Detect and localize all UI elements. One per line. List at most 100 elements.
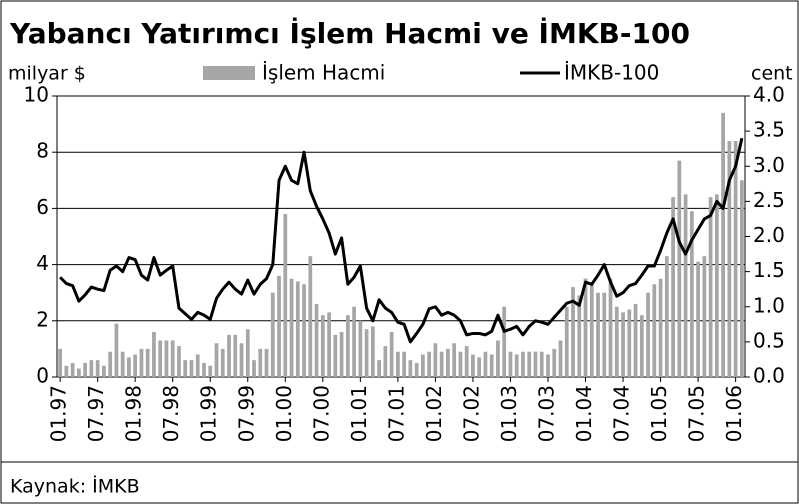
bar <box>308 256 313 377</box>
y-tick-label: 10 <box>24 83 49 107</box>
x-tick-label: 01.00 <box>272 385 296 442</box>
bar <box>646 292 650 377</box>
bar <box>352 306 356 377</box>
bar <box>183 360 188 377</box>
y2-axis-label: cent <box>751 63 793 85</box>
legend-label: İMKB-100 <box>564 61 659 85</box>
bar <box>608 278 613 377</box>
bar <box>314 303 319 377</box>
bar <box>220 348 225 377</box>
bar <box>596 292 600 377</box>
bar <box>521 351 525 377</box>
bar <box>70 362 75 377</box>
bar <box>433 343 438 377</box>
bar <box>683 194 688 377</box>
bar <box>533 351 538 377</box>
y2-tick-label: 2.0 <box>753 223 785 247</box>
bar <box>421 354 425 377</box>
bar <box>621 312 625 377</box>
x-tick-label: 07.00 <box>309 385 333 442</box>
bar <box>395 351 400 377</box>
bar <box>264 348 269 377</box>
x-tick-label: 01.99 <box>197 385 221 442</box>
bar <box>289 278 294 377</box>
bar <box>714 194 719 377</box>
y2-tick-label: 1.5 <box>753 258 785 282</box>
x-tick-label: 01.03 <box>497 385 521 442</box>
bar <box>502 306 507 377</box>
x-tick-label: 07.02 <box>459 385 483 442</box>
bar <box>496 340 500 377</box>
bar <box>477 357 482 377</box>
x-tick-label: 01.98 <box>122 385 146 442</box>
bar <box>89 360 94 377</box>
bar <box>227 334 231 377</box>
bar <box>195 354 200 377</box>
bar <box>427 351 432 377</box>
x-tick-label: 07.97 <box>84 385 108 442</box>
bar <box>127 357 131 377</box>
x-tick-label: 07.05 <box>685 385 709 442</box>
x-tick-label: 01.06 <box>722 385 746 442</box>
bar <box>671 197 675 377</box>
bar <box>564 306 569 377</box>
bar <box>164 340 169 377</box>
y2-tick-label: 4.0 <box>753 83 785 107</box>
x-tick-label: 01.97 <box>47 385 71 442</box>
bar <box>364 329 369 377</box>
bar <box>633 303 638 377</box>
bar <box>602 292 607 377</box>
bar <box>458 351 463 377</box>
bar <box>402 351 407 377</box>
bar <box>664 256 669 377</box>
bar <box>139 348 144 377</box>
bar <box>370 326 375 377</box>
y2-tick-label: 3.0 <box>753 153 785 177</box>
bar <box>452 343 457 377</box>
bar <box>571 287 575 377</box>
bar <box>239 343 244 377</box>
bar <box>77 368 81 377</box>
bar <box>708 197 713 377</box>
bar <box>514 354 519 377</box>
bar <box>170 340 175 377</box>
y-tick-label: 6 <box>36 195 49 219</box>
bar <box>377 360 381 377</box>
bar <box>577 295 582 377</box>
bar <box>177 346 181 377</box>
bar <box>102 365 106 377</box>
bar <box>546 354 550 377</box>
bar <box>439 351 444 377</box>
bar <box>552 348 557 377</box>
bar <box>252 360 256 377</box>
bar <box>727 140 732 377</box>
y2-tick-label: 2.5 <box>753 188 785 212</box>
bar <box>145 348 150 377</box>
bar <box>446 348 450 377</box>
bar <box>483 351 488 377</box>
bar <box>83 362 88 377</box>
bar <box>339 332 344 377</box>
bar <box>589 284 594 377</box>
bar <box>658 278 663 377</box>
legend-label: İşlem Hacmi <box>262 61 385 85</box>
bar <box>152 332 156 377</box>
bar <box>464 346 469 377</box>
bar <box>114 323 119 377</box>
bar <box>64 365 69 377</box>
bar <box>258 348 263 377</box>
x-tick-label: 07.98 <box>159 385 183 442</box>
bar <box>702 256 707 377</box>
line <box>59 137 744 344</box>
bar <box>558 340 563 377</box>
y2-tick-label: 3.5 <box>753 118 785 142</box>
x-tick-label: 01.01 <box>347 385 371 442</box>
bar <box>508 351 513 377</box>
bar <box>583 278 588 377</box>
y-tick-label: 0 <box>36 364 49 388</box>
y-axis-label: milyar $ <box>8 63 86 85</box>
bar <box>721 112 725 378</box>
bar <box>295 281 300 377</box>
y2-tick-label: 0.5 <box>753 328 785 352</box>
